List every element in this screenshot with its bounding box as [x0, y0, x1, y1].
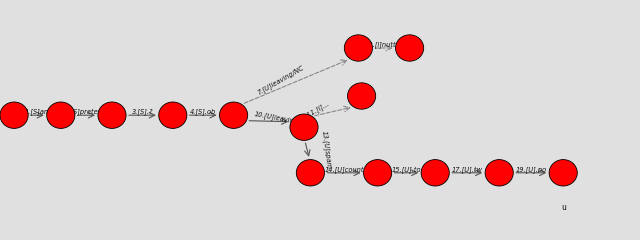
Text: 7.[U]leaving/NC: 7.[U]leaving/NC [256, 64, 305, 96]
Ellipse shape [364, 160, 392, 186]
Ellipse shape [421, 160, 449, 186]
Text: -11.[l]...: -11.[l]... [304, 100, 330, 119]
Text: u: u [561, 203, 566, 212]
Text: 19.[U].po: 19.[U].po [516, 166, 547, 173]
Ellipse shape [344, 35, 372, 61]
Text: 17.[U].tw: 17.[U].tw [452, 166, 483, 173]
Ellipse shape [290, 114, 318, 140]
Text: 4.[S].ob: 4.[S].ob [190, 108, 216, 115]
Text: -8.[l]nutta: -8.[l]nutta [367, 41, 401, 48]
Text: 1.[S]am: 1.[S]am [24, 108, 51, 115]
Text: 13.[U]spam: 13.[U]spam [321, 130, 332, 170]
Ellipse shape [0, 102, 28, 128]
Text: 3.[S].?: 3.[S].? [132, 108, 153, 115]
Text: 15.[U].to: 15.[U].to [392, 166, 421, 173]
Ellipse shape [549, 160, 577, 186]
Ellipse shape [296, 160, 324, 186]
Ellipse shape [98, 102, 126, 128]
Text: 2.[S]pretend: 2.[S]pretend [65, 108, 108, 115]
Ellipse shape [485, 160, 513, 186]
Ellipse shape [159, 102, 187, 128]
Text: 10.[U]leaving: 10.[U]leaving [254, 111, 300, 125]
Ellipse shape [47, 102, 75, 128]
Text: 14.[U]count: 14.[U]count [324, 166, 364, 173]
Ellipse shape [348, 83, 376, 109]
Ellipse shape [396, 35, 424, 61]
Ellipse shape [220, 102, 248, 128]
